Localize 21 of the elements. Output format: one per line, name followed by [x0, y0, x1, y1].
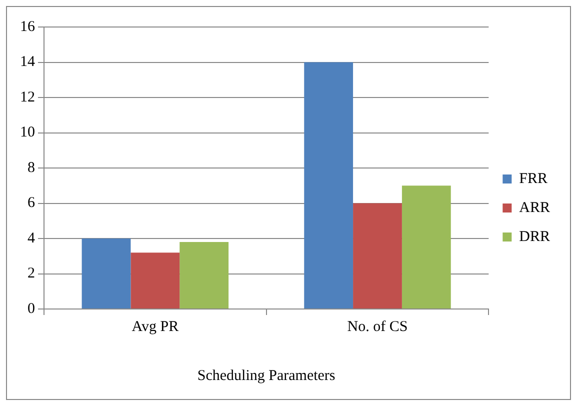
bar: [82, 238, 131, 308]
bar: [130, 252, 180, 308]
legend-label: FRR: [519, 170, 548, 187]
legend-label: ARR: [519, 200, 550, 216]
x-axis-title: Scheduling Parameters: [197, 368, 336, 384]
y-tick-label: 14: [20, 54, 36, 70]
legend-label: DRR: [519, 228, 550, 245]
y-tick-label: 16: [20, 18, 36, 35]
bar: [402, 186, 451, 308]
y-tick-label: 10: [20, 124, 35, 141]
y-tick-label: 4: [28, 230, 36, 246]
y-tick-label: 0: [28, 300, 35, 317]
y-tick-label: 2: [28, 266, 35, 282]
y-tick-label: 6: [28, 195, 36, 212]
bar: [353, 203, 402, 308]
y-tick-label: 8: [28, 160, 35, 176]
y-tick-label: 12: [20, 89, 35, 106]
x-tick-label: Avg PR: [132, 318, 179, 335]
bar: [180, 242, 229, 308]
x-tick-label: No. of CS: [347, 318, 408, 335]
bar: [304, 62, 354, 308]
